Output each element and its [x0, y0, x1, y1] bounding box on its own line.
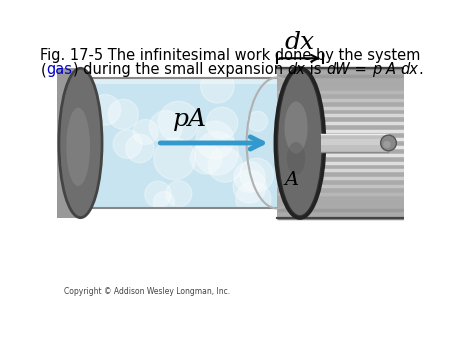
Text: dx: dx — [285, 31, 315, 54]
Text: A: A — [284, 171, 299, 189]
Text: Copyright © Addison Wesley Longman, Inc.: Copyright © Addison Wesley Longman, Inc. — [63, 287, 230, 296]
Text: =: = — [350, 62, 372, 77]
Polygon shape — [321, 134, 388, 152]
Circle shape — [201, 70, 234, 103]
Circle shape — [206, 107, 238, 139]
Text: (: ( — [41, 62, 47, 77]
Circle shape — [196, 121, 234, 159]
Text: dx: dx — [400, 62, 418, 77]
Circle shape — [190, 143, 221, 174]
Polygon shape — [277, 68, 404, 218]
Circle shape — [149, 111, 182, 144]
Text: dW: dW — [327, 62, 350, 77]
Text: pA: pA — [173, 108, 207, 131]
Text: .: . — [418, 62, 423, 77]
Text: p: p — [372, 62, 381, 77]
Circle shape — [113, 130, 142, 159]
Ellipse shape — [284, 101, 308, 154]
Circle shape — [108, 99, 139, 129]
Circle shape — [233, 170, 266, 203]
Circle shape — [240, 158, 274, 192]
Text: is: is — [306, 62, 327, 77]
Circle shape — [153, 192, 175, 213]
Circle shape — [166, 181, 192, 207]
Circle shape — [234, 162, 265, 192]
Circle shape — [133, 120, 158, 144]
Text: A: A — [386, 62, 396, 77]
Ellipse shape — [277, 69, 323, 217]
Circle shape — [145, 181, 171, 208]
Ellipse shape — [66, 107, 90, 186]
Circle shape — [248, 111, 268, 131]
Ellipse shape — [287, 142, 305, 175]
Circle shape — [208, 148, 243, 182]
Polygon shape — [321, 139, 388, 145]
Polygon shape — [81, 77, 277, 84]
Ellipse shape — [59, 68, 102, 218]
Circle shape — [90, 94, 121, 125]
Circle shape — [236, 182, 271, 217]
Circle shape — [195, 131, 238, 175]
Text: dx: dx — [288, 62, 306, 77]
Circle shape — [154, 138, 196, 180]
Text: ) during the small expansion: ) during the small expansion — [73, 62, 288, 77]
Text: Fig. 17-5 The infinitesimal work done by the system: Fig. 17-5 The infinitesimal work done by… — [40, 48, 421, 64]
Polygon shape — [58, 68, 81, 218]
Text: gas: gas — [47, 62, 73, 77]
Circle shape — [126, 135, 154, 163]
Polygon shape — [81, 77, 277, 209]
Circle shape — [158, 101, 199, 142]
Circle shape — [381, 135, 396, 151]
Circle shape — [383, 141, 391, 148]
